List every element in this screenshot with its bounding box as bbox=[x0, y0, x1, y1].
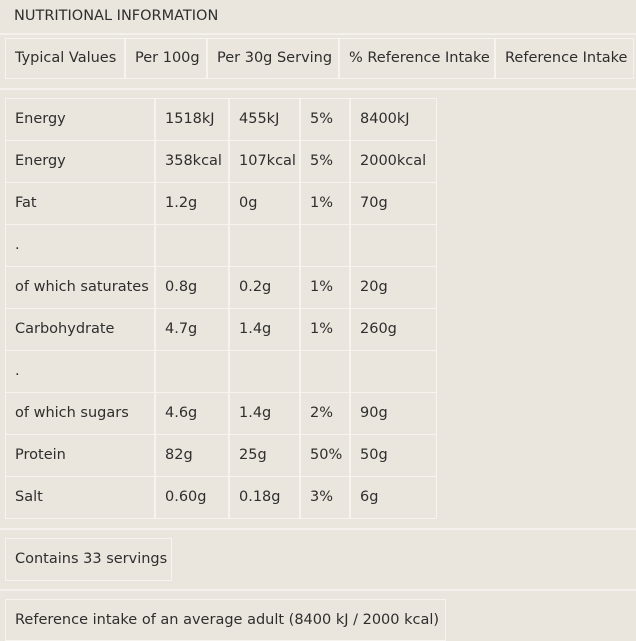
nutrient-cell: of which saturates bbox=[5, 266, 155, 309]
value-cell: 2% bbox=[300, 392, 350, 435]
value-cell: 2000kcal bbox=[350, 140, 437, 183]
value-cell: 1.2g bbox=[155, 182, 229, 225]
value-cell: 1518kJ bbox=[155, 98, 229, 141]
nutrient-cell: Salt bbox=[5, 476, 155, 519]
value-cell: 90g bbox=[350, 392, 437, 435]
value-cell: 1% bbox=[300, 308, 350, 351]
value-cell: 20g bbox=[350, 266, 437, 309]
header-cell: Per 100g bbox=[125, 38, 207, 79]
value-cell bbox=[300, 350, 350, 393]
nutrient-cell: Energy bbox=[5, 98, 155, 141]
value-cell: 5% bbox=[300, 98, 350, 141]
value-cell: 0.2g bbox=[229, 266, 300, 309]
value-cell: 5% bbox=[300, 140, 350, 183]
value-cell: 82g bbox=[155, 434, 229, 477]
separator bbox=[0, 528, 636, 530]
value-cell bbox=[155, 350, 229, 393]
value-cell: 1% bbox=[300, 266, 350, 309]
value-cell: 107kcal bbox=[229, 140, 300, 183]
separator bbox=[0, 589, 636, 591]
value-cell: 0.18g bbox=[229, 476, 300, 519]
header-cell: Reference Intake bbox=[495, 38, 634, 79]
value-cell: 1.4g bbox=[229, 392, 300, 435]
value-cell: 4.6g bbox=[155, 392, 229, 435]
value-cell bbox=[350, 350, 437, 393]
separator bbox=[0, 33, 636, 35]
nutrient-cell: . bbox=[5, 224, 155, 267]
nutrient-cell: Protein bbox=[5, 434, 155, 477]
value-cell: 70g bbox=[350, 182, 437, 225]
value-cell: 3% bbox=[300, 476, 350, 519]
value-cell: 0.8g bbox=[155, 266, 229, 309]
value-cell bbox=[350, 224, 437, 267]
servings-box: Contains 33 servings bbox=[5, 538, 172, 581]
value-cell: 260g bbox=[350, 308, 437, 351]
header-cell: % Reference Intake bbox=[339, 38, 495, 79]
value-cell: 455kJ bbox=[229, 98, 300, 141]
header-cell: Typical Values bbox=[5, 38, 125, 79]
value-cell: 4.7g bbox=[155, 308, 229, 351]
value-cell bbox=[229, 224, 300, 267]
value-cell: 8400kJ bbox=[350, 98, 437, 141]
value-cell bbox=[229, 350, 300, 393]
value-cell bbox=[155, 224, 229, 267]
value-cell: 25g bbox=[229, 434, 300, 477]
nutrient-cell: . bbox=[5, 350, 155, 393]
nutrient-cell: Energy bbox=[5, 140, 155, 183]
nutrient-cell: Fat bbox=[5, 182, 155, 225]
value-cell: 0.60g bbox=[155, 476, 229, 519]
value-cell: 0g bbox=[229, 182, 300, 225]
value-cell: 1% bbox=[300, 182, 350, 225]
value-cell: 50% bbox=[300, 434, 350, 477]
nutrient-cell: Carbohydrate bbox=[5, 308, 155, 351]
header-cell: Per 30g Serving bbox=[207, 38, 339, 79]
value-cell bbox=[300, 224, 350, 267]
panel-title: NUTRITIONAL INFORMATION bbox=[14, 8, 219, 24]
value-cell: 358kcal bbox=[155, 140, 229, 183]
value-cell: 50g bbox=[350, 434, 437, 477]
reference-box: Reference intake of an average adult (84… bbox=[5, 599, 446, 641]
value-cell: 6g bbox=[350, 476, 437, 519]
nutrient-cell: of which sugars bbox=[5, 392, 155, 435]
separator bbox=[0, 88, 636, 90]
value-cell: 1.4g bbox=[229, 308, 300, 351]
